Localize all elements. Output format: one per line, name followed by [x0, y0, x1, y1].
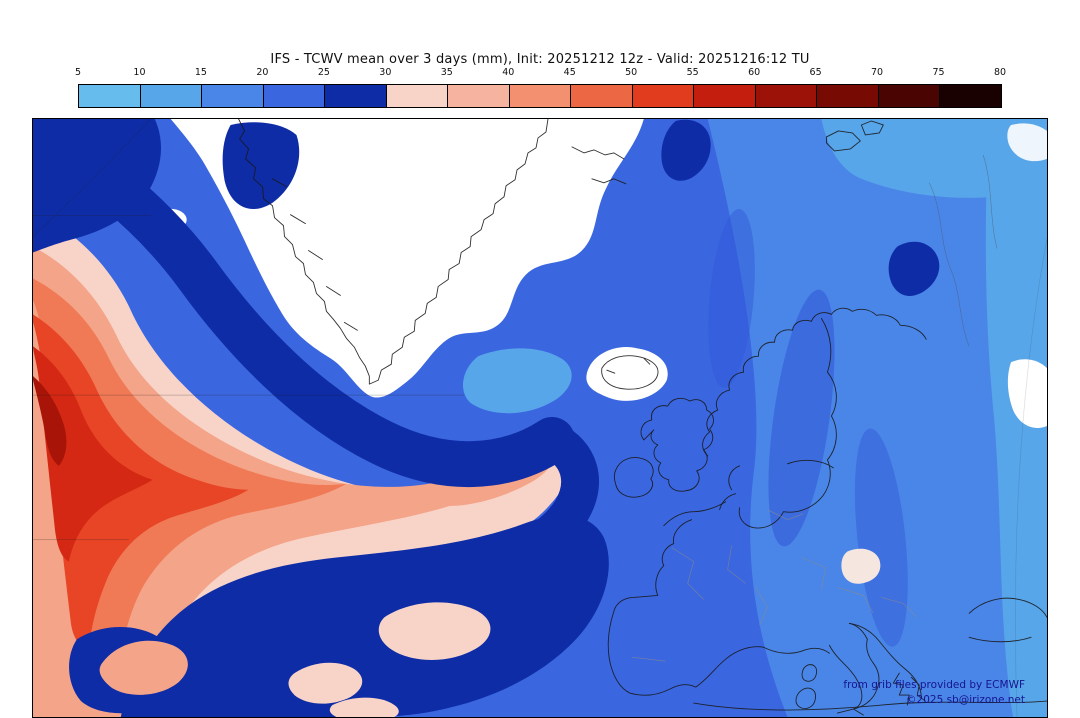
country-borders	[631, 509, 918, 662]
tcwv-patch-light-mid-atlantic	[462, 348, 572, 414]
colorbar-tick-label: 50	[625, 67, 638, 78]
tcwv-map-svg	[33, 119, 1047, 717]
colorbar-segment	[877, 85, 940, 107]
colorbar-tick-label: 55	[686, 67, 699, 78]
tcwv-navy-bottom-mass	[120, 515, 609, 717]
colorbar-tick-label: 40	[502, 67, 515, 78]
chart-title: IFS - TCWV mean over 3 days (mm), Init: …	[270, 52, 810, 67]
tcwv-band-far-east-lighter	[985, 119, 1047, 717]
tcwv-low-white-top-right	[1007, 123, 1047, 162]
tcwv-navy-swirl-band	[33, 119, 575, 488]
colorbar-tick-labels: 5 10 15 20 25 30 35 40 45 50 55 60 65 70 75 80	[74, 67, 1006, 79]
map-canvas: from grib files provided by ECMWF ©2025 …	[32, 118, 1048, 718]
tcwv-navy-top-right-blob	[661, 119, 711, 181]
graticule-lines	[33, 119, 1047, 717]
colorbar-tick-label: 10	[133, 67, 146, 78]
colorbar-tick-label: 5	[74, 67, 82, 78]
tcwv-band-east-light	[707, 119, 1047, 717]
colorbar-tick-label: 30	[379, 67, 392, 78]
colorbar-tick-label: 60	[748, 67, 761, 78]
colorbar-tick-label: 15	[194, 67, 207, 78]
coastlines	[238, 119, 1047, 716]
colorbar-segment	[262, 85, 325, 107]
tcwv-navy-norwegian-blob	[888, 241, 940, 296]
tcwv-pink-streaks	[99, 602, 491, 717]
map-credits: from grib files provided by ECMWF ©2025 …	[843, 678, 1025, 710]
colorbar-tick-label: 75	[932, 67, 945, 78]
tcwv-band-top-right-light	[821, 119, 1047, 198]
colorbar-tick-label: 20	[256, 67, 269, 78]
colorbar-tick-label: 80	[993, 67, 1007, 78]
colorbar-segment	[754, 85, 817, 107]
colorbar-segment	[631, 85, 694, 107]
colorbar-segment	[939, 85, 1001, 107]
tcwv-plume-deep-red	[33, 346, 153, 562]
colorbar-tick-label: 45	[563, 67, 576, 78]
colorbar-segment	[508, 85, 571, 107]
rivers	[928, 154, 998, 347]
tcwv-low-white-east	[1007, 359, 1047, 428]
colorbar-segment	[139, 85, 202, 107]
tcwv-plume-orange	[33, 278, 347, 671]
colorbar-segment	[570, 85, 632, 107]
colorbar-segment	[693, 85, 755, 107]
tcwv-streaks	[708, 209, 908, 647]
tcwv-low-white-iceland	[586, 346, 668, 401]
colorbar-gradient	[78, 84, 1002, 108]
colorbar-segment	[79, 85, 140, 107]
tcwv-plume-darkest-red	[33, 376, 67, 466]
tcwv-pale-patch-balkans	[841, 548, 881, 584]
credit-copyright: ©2025 sb@irizone.net	[906, 694, 1025, 707]
colorbar-segment	[816, 85, 878, 107]
tcwv-navy-greenland-patch	[222, 122, 300, 210]
colorbar-segment	[201, 85, 263, 107]
colorbar-tick-label: 70	[871, 67, 884, 78]
colorbar-segment	[447, 85, 509, 107]
tcwv-low-white-region	[170, 119, 644, 398]
colorbar-tick-label: 65	[809, 67, 822, 78]
credit-source: from grib files provided by ECMWF	[843, 678, 1025, 691]
colorbar-tick-label: 35	[440, 67, 453, 78]
colorbar-segment	[385, 85, 448, 107]
colorbar-tick-label: 25	[317, 67, 330, 78]
colorbar-segment	[324, 85, 386, 107]
